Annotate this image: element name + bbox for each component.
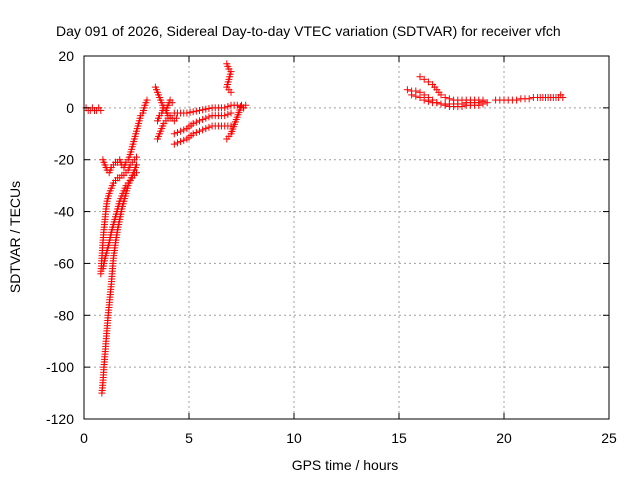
data-point — [437, 91, 445, 99]
data-point — [202, 105, 210, 113]
data-point — [189, 119, 197, 127]
data-point — [170, 140, 178, 148]
data-point — [196, 106, 203, 114]
data-point — [205, 123, 213, 131]
data-point — [202, 114, 210, 122]
data-point — [192, 128, 200, 136]
x-tick-label: 0 — [80, 430, 88, 446]
data-point — [412, 92, 420, 100]
data-point — [227, 88, 235, 96]
y-tick-label: 20 — [58, 48, 74, 64]
y-axis-label: SDTVAR / TECUs — [7, 181, 23, 293]
data-point — [420, 96, 428, 104]
chart-title: Day 091 of 2026, Sidereal Day-to-day VTE… — [56, 23, 561, 39]
data-point — [403, 86, 411, 94]
data-point — [205, 113, 213, 121]
data-point — [224, 103, 232, 111]
data-point — [189, 108, 197, 116]
data-point — [173, 128, 181, 136]
data-point — [483, 99, 491, 107]
x-tick-label: 15 — [391, 430, 407, 446]
data-point — [180, 126, 188, 134]
data-point — [458, 100, 466, 108]
data-point — [180, 136, 188, 144]
y-tick-label: -60 — [54, 255, 74, 271]
data-point — [133, 161, 140, 169]
data-point — [133, 153, 140, 161]
data-point — [177, 138, 185, 146]
data-point — [221, 104, 229, 112]
data-point — [186, 108, 194, 116]
data-point — [227, 109, 235, 117]
data-point — [192, 118, 200, 126]
x-tick-label: 20 — [496, 430, 512, 446]
data-point — [196, 127, 203, 135]
data-points — [82, 60, 567, 397]
data-point — [408, 91, 416, 99]
y-tick-label: -80 — [54, 307, 74, 323]
data-point — [170, 130, 178, 138]
data-point — [199, 126, 207, 134]
x-tick-label: 5 — [185, 430, 193, 446]
data-point — [199, 106, 207, 114]
data-point — [133, 169, 140, 177]
data-point — [224, 110, 232, 118]
data-point — [416, 93, 424, 101]
data-point — [479, 97, 487, 105]
data-point — [513, 96, 521, 104]
data-point — [173, 139, 181, 147]
data-point — [433, 99, 441, 107]
x-axis-label: GPS time / hours — [292, 457, 399, 473]
data-point — [221, 112, 229, 120]
data-point — [202, 125, 210, 133]
data-point — [196, 117, 203, 125]
x-tick-label: 25 — [601, 430, 617, 446]
data-point — [242, 101, 250, 109]
data-point — [420, 75, 428, 83]
data-point — [424, 78, 432, 86]
data-point — [424, 97, 432, 105]
y-tick-label: -100 — [46, 359, 74, 375]
data-point — [416, 73, 424, 81]
data-point — [525, 95, 533, 103]
data-point — [97, 106, 105, 114]
data-point — [192, 107, 200, 115]
axis-ticks: 0 5 10 15 20 25 -120 -100 -80 -60 -40 -20 0 20 — [46, 48, 617, 446]
data-point — [177, 127, 185, 135]
data-point — [166, 114, 174, 122]
data-point — [475, 99, 483, 107]
plot-frame — [83, 55, 610, 420]
y-tick-label: -40 — [54, 204, 74, 220]
x-tick-label: 10 — [286, 430, 302, 446]
data-point — [199, 116, 207, 124]
data-point — [143, 96, 151, 104]
y-tick-label: 0 — [66, 100, 74, 116]
data-point — [183, 109, 191, 117]
data-point — [441, 93, 449, 101]
y-tick-label: -120 — [46, 411, 74, 427]
data-point — [559, 93, 567, 101]
data-point — [168, 99, 176, 107]
data-point — [205, 105, 213, 113]
data-point — [189, 130, 197, 138]
y-tick-label: -20 — [54, 152, 74, 168]
grid-lines — [84, 56, 609, 419]
data-point — [172, 114, 180, 122]
